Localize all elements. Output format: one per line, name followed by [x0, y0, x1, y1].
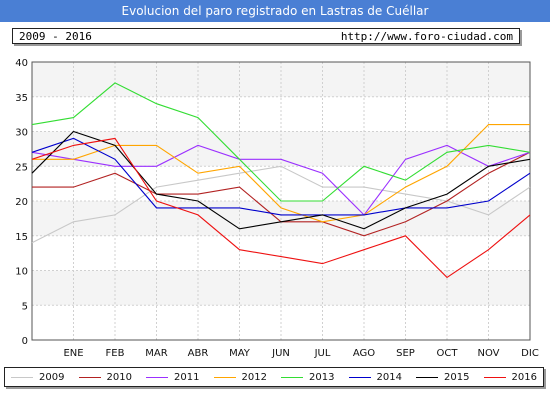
- legend-item-2014: 2014: [348, 368, 402, 386]
- info-bar: 2009 - 2016 http://www.foro-ciudad.com: [12, 28, 520, 44]
- legend-item-2009: 2009: [11, 368, 64, 386]
- x-tick-label: NOV: [477, 348, 499, 359]
- legend-item-2013: 2013: [281, 368, 334, 386]
- legend-item-2016: 2016: [483, 368, 537, 386]
- series-line-2011: [31, 144, 531, 216]
- series-line-2014: [31, 137, 531, 216]
- x-tick-label: MAY: [229, 348, 251, 359]
- legend-swatch: [78, 376, 101, 378]
- x-tick-label: DIC: [521, 348, 539, 359]
- y-tick-label: 5: [22, 301, 28, 312]
- y-tick-label: 20: [15, 197, 28, 208]
- legend-swatch: [348, 376, 371, 378]
- legend-label: 2013: [309, 371, 335, 383]
- legend-swatch: [11, 376, 33, 378]
- x-tick-label: FEB: [106, 348, 125, 359]
- x-tick-label: ABR: [188, 348, 209, 359]
- legend-item-2010: 2010: [78, 368, 132, 386]
- legend-label: 2014: [376, 371, 402, 383]
- x-tick-label: JUN: [271, 348, 290, 359]
- y-tick-label: 35: [15, 93, 28, 104]
- plot-frame: [31, 61, 531, 341]
- y-tick-label: 15: [15, 232, 28, 243]
- legend-label: 2016: [511, 371, 537, 383]
- x-tick-label: AGO: [353, 348, 375, 359]
- legend-swatch: [146, 376, 168, 378]
- period-label: 2009 - 2016: [19, 29, 92, 43]
- x-tick-label: OCT: [437, 348, 459, 359]
- y-tick-label: 40: [15, 58, 28, 69]
- chart-title: Evolucion del paro registrado en Lastras…: [0, 0, 550, 22]
- legend-label: 2009: [39, 371, 65, 383]
- legend-swatch: [416, 376, 438, 378]
- source-url: http://www.foro-ciudad.com: [340, 29, 513, 43]
- series-line-2016: [31, 137, 531, 279]
- x-tick-label: JUL: [314, 348, 331, 359]
- legend-label: 2015: [444, 371, 470, 383]
- legend-label: 2011: [174, 371, 200, 383]
- x-tick-label: SEP: [396, 348, 415, 359]
- legend-item-2011: 2011: [146, 368, 199, 386]
- grid-band: [32, 131, 530, 167]
- legend-item-2012: 2012: [213, 368, 267, 386]
- y-tick-label: 0: [22, 336, 28, 347]
- legend-label: 2010: [106, 371, 132, 383]
- y-tick-label: 30: [15, 128, 28, 139]
- legend-label: 2012: [241, 371, 267, 383]
- legend-swatch: [213, 376, 236, 378]
- legend-item-2015: 2015: [416, 368, 469, 386]
- y-tick-label: 25: [15, 162, 28, 173]
- x-tick-label: ENE: [63, 348, 83, 359]
- chart-legend: 2009 2010 2011 2012 2013 2014 2015 2016: [4, 367, 544, 387]
- y-tick-label: 10: [15, 267, 28, 278]
- series-line-2015: [31, 130, 531, 230]
- legend-swatch: [281, 376, 303, 378]
- legend-swatch: [483, 376, 506, 378]
- series-line-2013: [31, 82, 531, 202]
- x-tick-label: MAR: [145, 348, 167, 359]
